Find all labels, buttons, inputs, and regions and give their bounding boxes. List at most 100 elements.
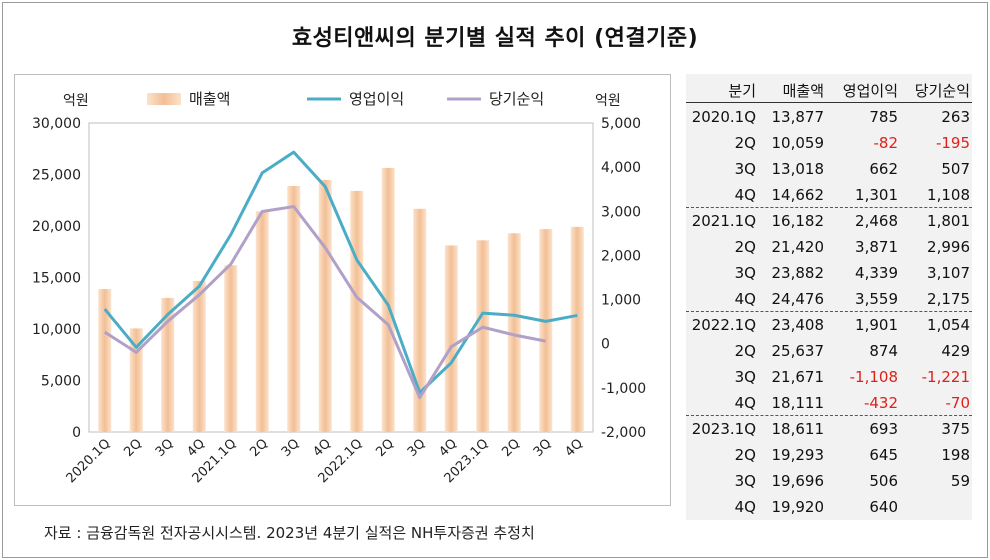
bar-15	[570, 226, 584, 432]
bar-1	[129, 328, 143, 432]
table-cell: 25,637	[771, 342, 825, 360]
table-cell: 1,801	[927, 212, 970, 230]
y-left-tick-label: 5,000	[41, 374, 81, 390]
table-cell: 19,920	[771, 498, 825, 516]
table-row: 3Q 19,696 506 59	[686, 468, 972, 494]
table-row: 2021.1Q 16,182 2,468 1,801	[686, 208, 972, 234]
legend-label-2: 당기순익	[489, 90, 544, 108]
table-cell: 874	[869, 342, 898, 360]
x-tick-label: 2Q	[121, 436, 145, 460]
table-cell: 1,108	[927, 186, 970, 204]
x-tick-label: 3Q	[153, 436, 177, 460]
y-right-unit: 억원	[595, 93, 621, 109]
x-tick-label: 4Q	[310, 436, 334, 460]
table-cell: 13,018	[771, 160, 825, 178]
table-cell: 785	[869, 108, 898, 126]
table-cell: -195	[935, 134, 970, 152]
table-cell: 10,059	[771, 134, 825, 152]
table-cell: 24,476	[771, 290, 825, 308]
table-cell: 2,996	[927, 238, 970, 256]
table-divider	[686, 207, 972, 208]
bar-13	[507, 233, 521, 432]
table-row: 4Q 18,111 -432 -70	[686, 390, 972, 416]
y-right-tick-label: 1,000	[601, 293, 641, 309]
table-cell: 3Q	[734, 472, 756, 490]
table-row: 4Q 19,920 640	[686, 494, 972, 520]
table-cell: 19,696	[771, 472, 825, 490]
y-right-tick-label: -1,000	[601, 381, 646, 397]
table-cell: 4Q	[734, 186, 756, 204]
bar-6	[287, 186, 301, 432]
table-cell: 507	[941, 160, 970, 178]
y-right-tick-label: 0	[601, 337, 610, 353]
table-row: 2023.1Q 18,611 693 375	[686, 416, 972, 442]
table-cell: 375	[941, 420, 970, 438]
table-cell: 23,882	[771, 264, 825, 282]
table-row: 2022.1Q 23,408 1,901 1,054	[686, 312, 972, 338]
table-cell: 693	[869, 420, 898, 438]
y-left-unit: 억원	[63, 93, 89, 109]
bar-7	[318, 179, 332, 432]
table-cell: 18,111	[771, 394, 825, 412]
bar-10	[413, 208, 427, 432]
legend-swatch-0	[147, 93, 181, 105]
table-cell: 23,408	[771, 316, 825, 334]
table-row: 4Q 24,476 3,559 2,175	[686, 286, 972, 312]
table-header-row: 분기 매출액 영업이익 당기순익	[686, 76, 972, 102]
table-cell: 1,054	[927, 316, 970, 334]
table-row: 3Q 13,018 662 507	[686, 156, 972, 182]
y-right-tick-label: 5,000	[601, 116, 641, 132]
table-cell: 2Q	[734, 342, 756, 360]
table-cell: 263	[941, 108, 970, 126]
table-cell: 3,871	[855, 238, 898, 256]
bar-2	[161, 297, 175, 432]
x-tick-label: 3Q	[279, 436, 303, 460]
x-tick-label: 4Q	[562, 436, 586, 460]
y-right-tick-label: 2,000	[601, 248, 641, 264]
table-cell: 4Q	[734, 290, 756, 308]
table-cell: 분기	[728, 82, 756, 100]
x-tick-label: 2Q	[247, 436, 271, 460]
table-cell: 2,175	[927, 290, 970, 308]
table-cell: 3,107	[927, 264, 970, 282]
table-cell: -70	[945, 394, 971, 412]
table-cell: 14,662	[771, 186, 825, 204]
bar-9	[381, 167, 395, 432]
y-left-tick-label: 25,000	[32, 168, 81, 184]
bar-14	[539, 229, 553, 432]
table-cell: 3Q	[734, 368, 756, 386]
table-cell: 2,468	[855, 212, 898, 230]
table-cell: 21,420	[771, 238, 825, 256]
source-note: 자료 : 금융감독원 전자공시시스템. 2023년 4분기 실적은 NH투자증권…	[44, 524, 535, 542]
table-cell: 1,901	[855, 316, 898, 334]
table-cell: 2020.1Q	[691, 108, 756, 126]
x-tick-label: 2Q	[373, 436, 397, 460]
chart-area: 0 5,000 10,000 15,000 20,000 25,000 30,000 -2,0…	[14, 74, 671, 506]
table-cell: 198	[941, 446, 970, 464]
table-cell: 4Q	[734, 394, 756, 412]
table-cell: 640	[869, 498, 898, 516]
table-row: 2Q 19,293 645 198	[686, 442, 972, 468]
table-cell: 2Q	[734, 134, 756, 152]
table-cell: 18,611	[771, 420, 825, 438]
y-right-tick-label: -2,000	[601, 425, 646, 441]
table-row: 3Q 21,671 -1,108 -1,221	[686, 364, 972, 390]
table-cell: 59	[950, 472, 970, 490]
bar-11	[444, 245, 458, 432]
x-tick-label: 3Q	[405, 436, 429, 460]
legend-label-0: 매출액	[189, 90, 230, 108]
y-left-tick-label: 10,000	[32, 322, 81, 338]
bar-5	[255, 211, 269, 432]
series-line-1	[103, 205, 547, 400]
table-divider	[686, 311, 972, 312]
x-tick-label: 2Q	[499, 436, 523, 460]
table-cell: 645	[869, 446, 898, 464]
y-left-tick-label: 15,000	[32, 271, 81, 287]
table-cell: -1,221	[921, 368, 970, 386]
table-cell: 1,301	[855, 186, 898, 204]
table-row: 2Q 25,637 874 429	[686, 338, 972, 364]
table-cell: 당기순익	[914, 82, 970, 100]
bar-12	[476, 240, 490, 432]
table-cell: 19,293	[771, 446, 825, 464]
